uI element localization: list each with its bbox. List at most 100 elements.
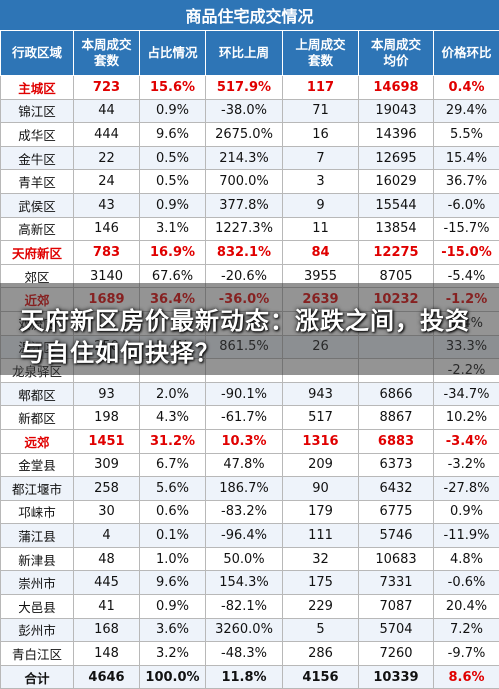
district-name-cell: 蒲江县 bbox=[1, 524, 74, 548]
value-cell: 8.6% bbox=[434, 665, 499, 689]
value-cell: 9.6% bbox=[140, 123, 206, 147]
column-header-text: 占比情况 bbox=[147, 45, 197, 60]
value-cell: 11.8% bbox=[206, 665, 283, 689]
value-cell: 6866 bbox=[359, 382, 434, 406]
value-cell: 209 bbox=[283, 453, 359, 477]
column-header-text: 本周成交 bbox=[81, 37, 131, 52]
column-header-text: 均价 bbox=[383, 53, 408, 68]
value-cell: 24 bbox=[74, 170, 140, 194]
value-cell: 6883 bbox=[359, 429, 434, 453]
value-cell: 186.7% bbox=[206, 477, 283, 501]
value-cell: 84 bbox=[283, 241, 359, 265]
table-title: 商品住宅成交情况 bbox=[0, 0, 499, 30]
value-cell: 517 bbox=[283, 406, 359, 430]
value-cell: -11.9% bbox=[434, 524, 499, 548]
district-name-cell: 金牛区 bbox=[1, 146, 74, 170]
table-header-row: 行政区域本周成交套数占比情况环比上周上周成交套数本周成交均价价格环比 bbox=[1, 31, 499, 76]
value-cell: 14396 bbox=[359, 123, 434, 147]
value-cell: 10.3% bbox=[206, 429, 283, 453]
value-cell: 258 bbox=[74, 477, 140, 501]
value-cell: 309 bbox=[74, 453, 140, 477]
value-cell: -82.1% bbox=[206, 595, 283, 619]
value-cell: 0.1% bbox=[140, 524, 206, 548]
value-cell: 0.6% bbox=[140, 500, 206, 524]
value-cell: 0.4% bbox=[434, 76, 499, 100]
district-name-cell: 大邑县 bbox=[1, 595, 74, 619]
value-cell: 377.8% bbox=[206, 193, 283, 217]
value-cell: 22 bbox=[74, 146, 140, 170]
value-cell: 229 bbox=[283, 595, 359, 619]
value-cell: -61.7% bbox=[206, 406, 283, 430]
district-name-cell: 成华区 bbox=[1, 123, 74, 147]
value-cell: 48 bbox=[74, 547, 140, 571]
district-name-cell: 金堂县 bbox=[1, 453, 74, 477]
column-header: 行政区域 bbox=[1, 31, 74, 76]
value-cell: 19043 bbox=[359, 99, 434, 123]
district-name-cell: 彭州市 bbox=[1, 618, 74, 642]
value-cell: 100.0% bbox=[140, 665, 206, 689]
value-cell: -96.4% bbox=[206, 524, 283, 548]
value-cell: 111 bbox=[283, 524, 359, 548]
district-name-cell: 武侯区 bbox=[1, 193, 74, 217]
district-name-cell: 青白江区 bbox=[1, 642, 74, 666]
value-cell: 44 bbox=[74, 99, 140, 123]
value-cell: -15.0% bbox=[434, 241, 499, 265]
value-cell: 30 bbox=[74, 500, 140, 524]
value-cell: 43 bbox=[74, 193, 140, 217]
value-cell: 93 bbox=[74, 382, 140, 406]
value-cell: 0.9% bbox=[140, 99, 206, 123]
value-cell: 71 bbox=[283, 99, 359, 123]
value-cell: 5 bbox=[283, 618, 359, 642]
value-cell: 154.3% bbox=[206, 571, 283, 595]
value-cell: 6373 bbox=[359, 453, 434, 477]
value-cell: 6.7% bbox=[140, 453, 206, 477]
value-cell: 7 bbox=[283, 146, 359, 170]
value-cell: 3.1% bbox=[140, 217, 206, 241]
value-cell: 1451 bbox=[74, 429, 140, 453]
value-cell: 90 bbox=[283, 477, 359, 501]
value-cell: 148 bbox=[74, 642, 140, 666]
value-cell: 444 bbox=[74, 123, 140, 147]
value-cell: 198 bbox=[74, 406, 140, 430]
value-cell: 7331 bbox=[359, 571, 434, 595]
column-header: 占比情况 bbox=[140, 31, 206, 76]
value-cell: 15544 bbox=[359, 193, 434, 217]
value-cell: -83.2% bbox=[206, 500, 283, 524]
value-cell: 445 bbox=[74, 571, 140, 595]
value-cell: -38.0% bbox=[206, 99, 283, 123]
value-cell: 47.8% bbox=[206, 453, 283, 477]
value-cell: 3 bbox=[283, 170, 359, 194]
column-header: 价格环比 bbox=[434, 31, 499, 76]
district-name-cell: 高新区 bbox=[1, 217, 74, 241]
value-cell: 29.4% bbox=[434, 99, 499, 123]
value-cell: 4156 bbox=[283, 665, 359, 689]
value-cell: 117 bbox=[283, 76, 359, 100]
value-cell: 12275 bbox=[359, 241, 434, 265]
value-cell: 1316 bbox=[283, 429, 359, 453]
value-cell: 5.5% bbox=[434, 123, 499, 147]
district-name-cell: 邛崃市 bbox=[1, 500, 74, 524]
value-cell: -90.1% bbox=[206, 382, 283, 406]
value-cell: 7260 bbox=[359, 642, 434, 666]
column-header-text: 行政区域 bbox=[12, 45, 62, 60]
value-cell: 832.1% bbox=[206, 241, 283, 265]
value-cell: 16029 bbox=[359, 170, 434, 194]
value-cell: 168 bbox=[74, 618, 140, 642]
value-cell: 15.6% bbox=[140, 76, 206, 100]
district-name-cell: 锦江区 bbox=[1, 99, 74, 123]
value-cell: 943 bbox=[283, 382, 359, 406]
value-cell: 8867 bbox=[359, 406, 434, 430]
